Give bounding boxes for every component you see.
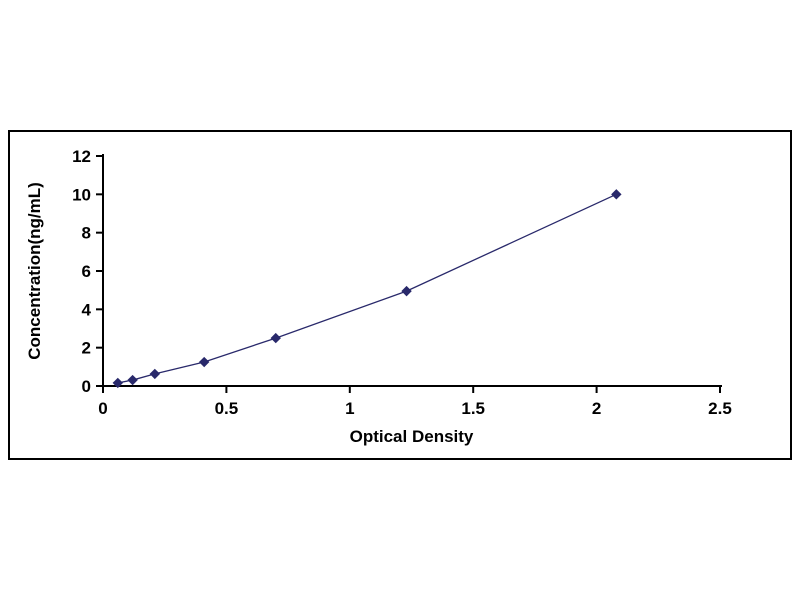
data-point-marker [270,332,281,344]
x-tick-label: 1.5 [461,399,485,418]
x-axis-title: Optical Density [350,427,474,446]
x-tick-label: 2 [592,399,601,418]
y-axis-title: Concentration(ng/mL) [25,182,44,360]
data-point-marker [149,368,161,380]
x-tick-label: 1 [345,399,354,418]
y-tick-label: 10 [72,185,91,204]
data-point-marker [127,374,138,386]
data-point-marker [611,189,622,200]
x-tick-label: 0.5 [215,399,239,418]
y-tick-label: 4 [82,300,92,319]
y-tick-label: 6 [82,262,91,281]
data-point-marker [401,285,412,297]
x-tick-label: 0 [98,399,107,418]
x-tick-label: 2.5 [708,399,732,418]
y-tick-label: 8 [82,224,91,243]
y-tick-label: 2 [82,339,91,358]
y-tick-label: 12 [72,147,91,166]
data-point-marker [198,356,210,368]
y-tick-label: 0 [82,377,91,396]
data-point-marker [112,377,124,389]
series-line [117,193,617,384]
chart-canvas: 0 0.5 1 1.5 2 2.5 0 2 4 6 8 10 12 Optical Density Conc… [25,147,732,446]
standard-curve-figure: 0 0.5 1 1.5 2 2.5 0 2 4 6 8 10 12 Optical Density Conc… [8,130,792,460]
